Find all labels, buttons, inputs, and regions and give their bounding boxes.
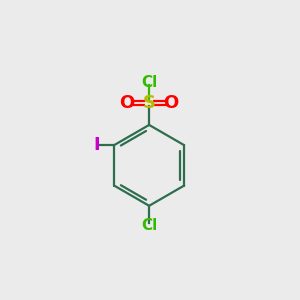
- Text: Cl: Cl: [141, 218, 157, 233]
- Text: O: O: [164, 94, 179, 112]
- Text: S: S: [142, 94, 156, 112]
- Text: O: O: [120, 94, 135, 112]
- Text: I: I: [94, 136, 100, 154]
- Text: Cl: Cl: [141, 75, 157, 90]
